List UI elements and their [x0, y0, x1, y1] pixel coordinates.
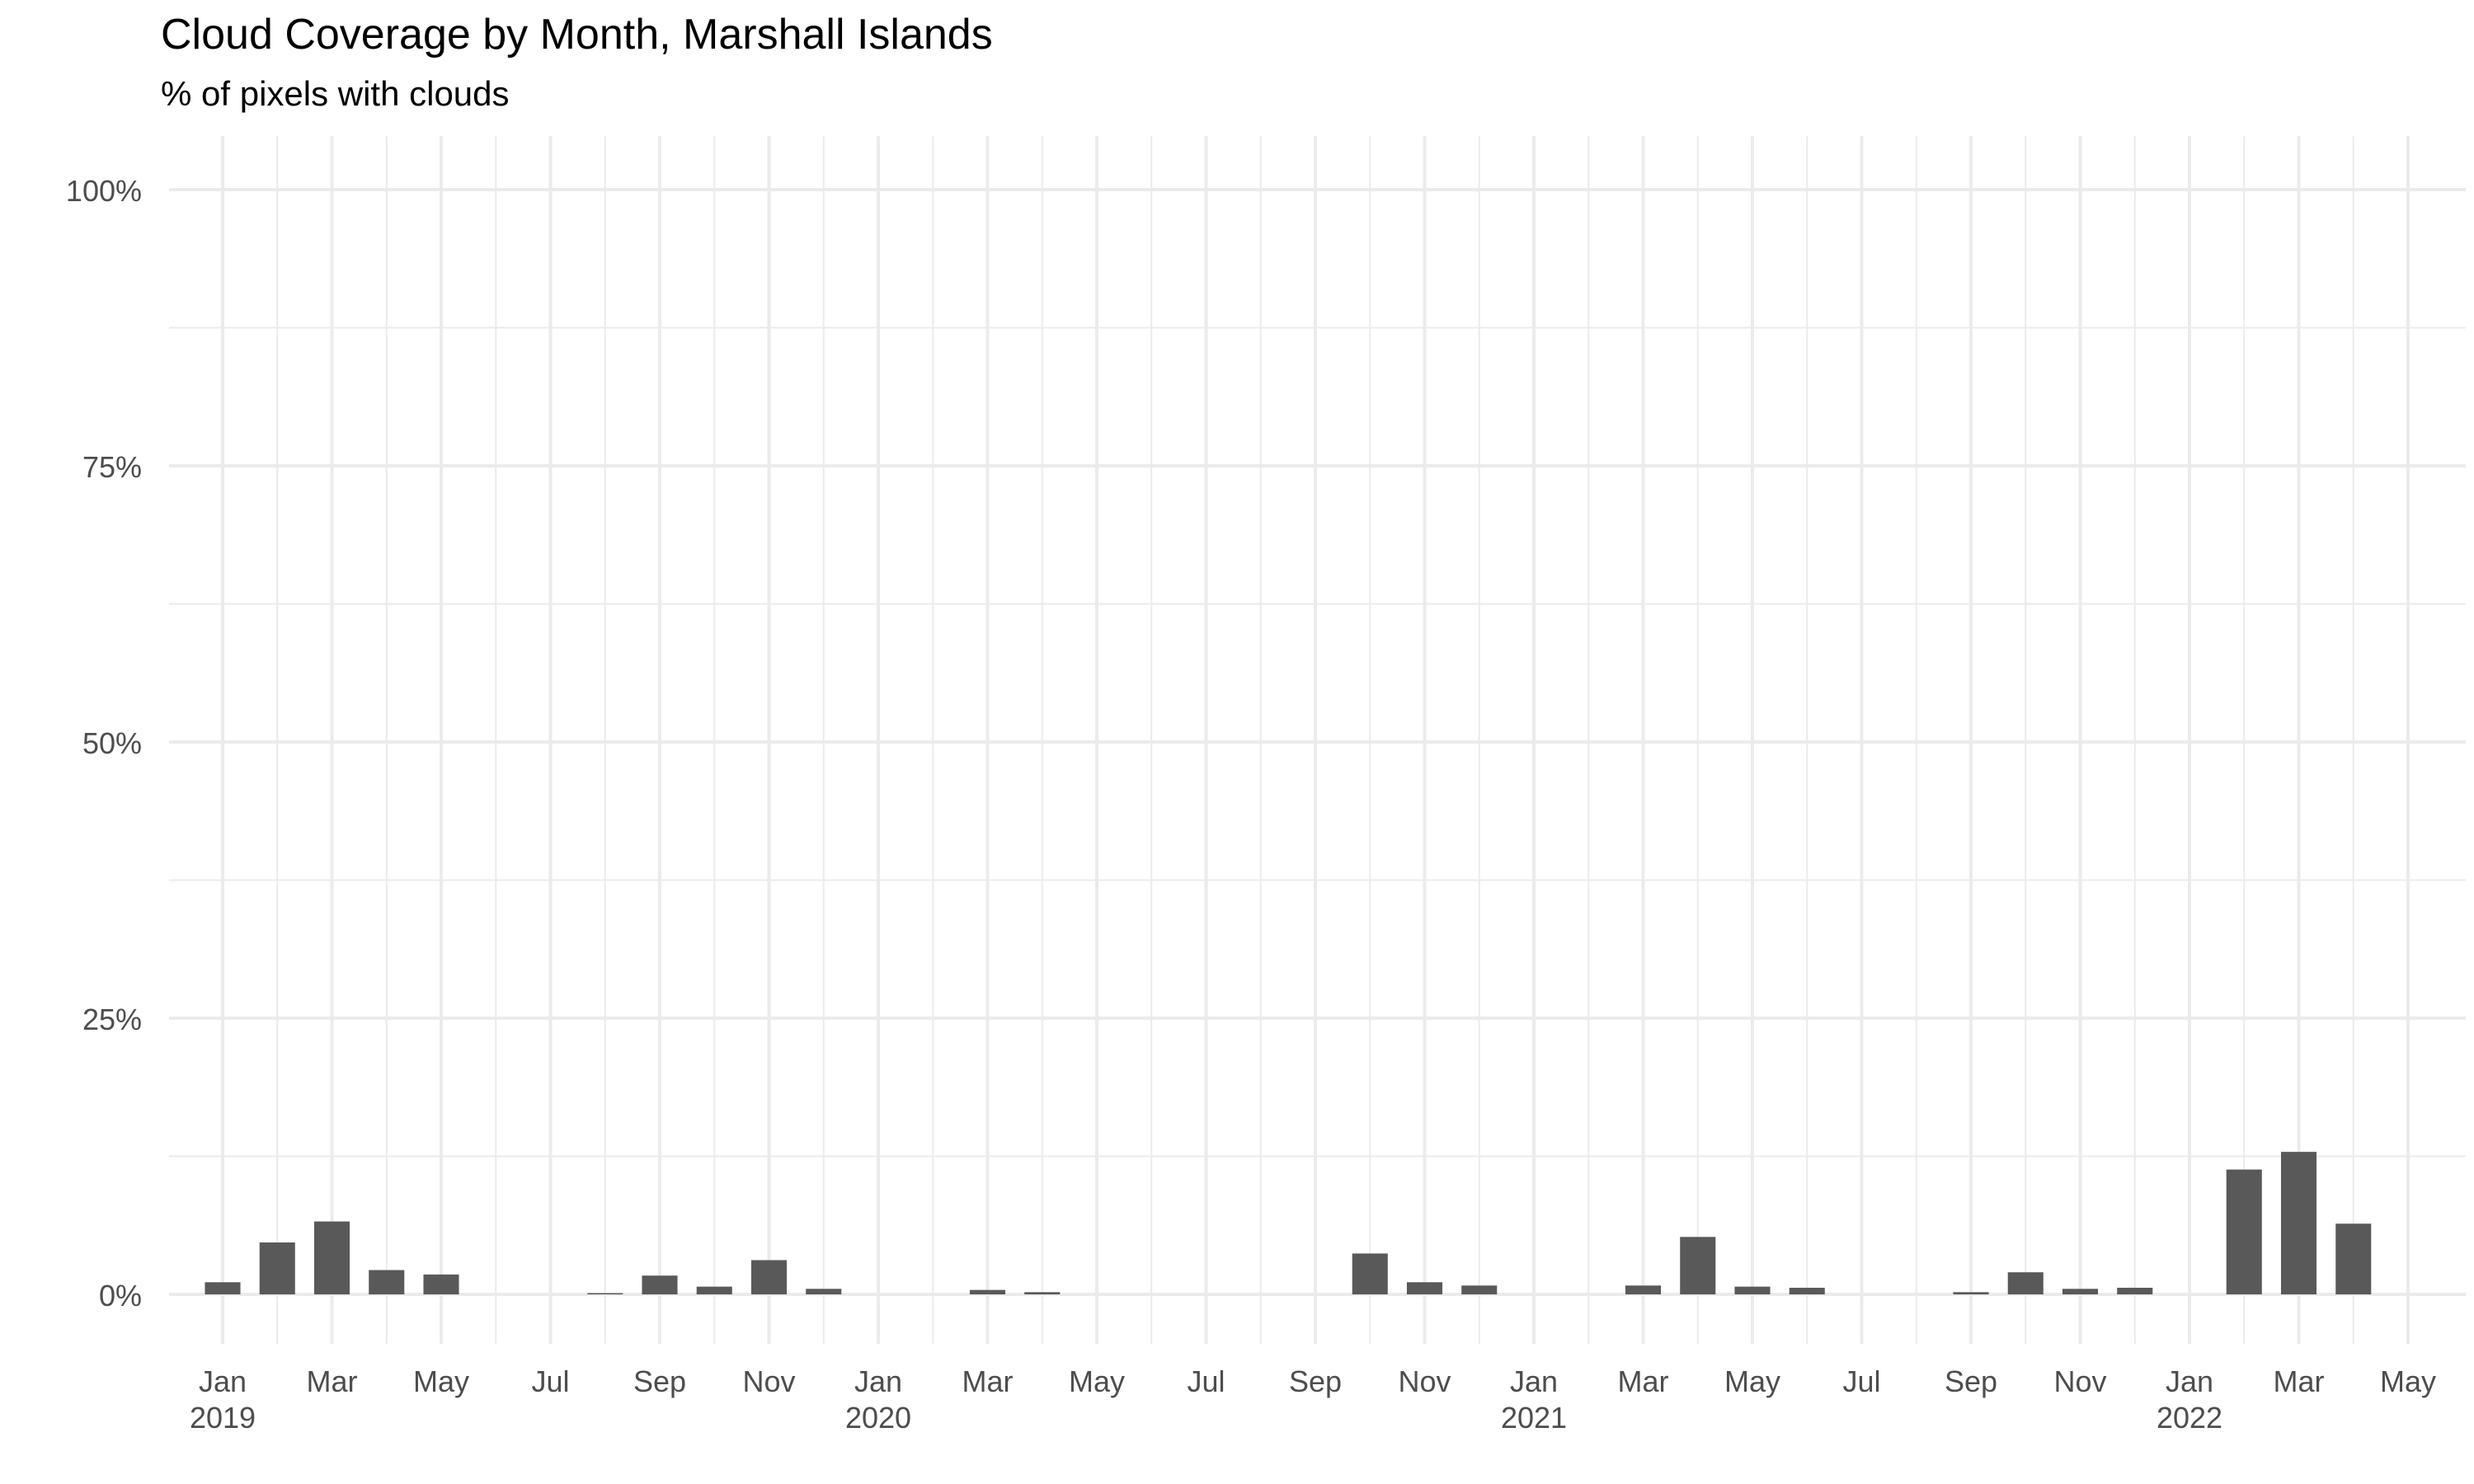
bar: [969, 1289, 1006, 1294]
y-tick-label: 100%: [66, 174, 142, 208]
bar: [642, 1275, 678, 1294]
y-tick-label: 75%: [82, 450, 142, 484]
bar: [1953, 1292, 1989, 1294]
x-tick-label: May: [2380, 1364, 2436, 1398]
x-tick-label: Jul: [531, 1364, 569, 1398]
x-tick-label: Sep: [1945, 1364, 1997, 1398]
bar: [259, 1242, 295, 1294]
x-year-label: 2022: [2157, 1401, 2222, 1435]
bar: [750, 1260, 788, 1294]
bar: [1625, 1285, 1662, 1294]
bar: [587, 1293, 623, 1294]
bar: [2062, 1289, 2099, 1294]
bars: [205, 1152, 2372, 1294]
x-tick-label: May: [1724, 1364, 1780, 1398]
bar: [1461, 1285, 1498, 1294]
x-year-label: 2019: [190, 1401, 256, 1435]
y-tick-label: 50%: [82, 726, 142, 760]
chart-title: Cloud Coverage by Month, Marshall Island…: [161, 11, 993, 59]
x-tick-label: Mar: [307, 1364, 358, 1398]
x-tick-label: Mar: [962, 1364, 1014, 1398]
x-tick-label: Jan: [199, 1364, 247, 1398]
bar: [1680, 1237, 1716, 1294]
bar: [2335, 1223, 2372, 1294]
bar: [2280, 1152, 2317, 1294]
minor-gridlines-x: [276, 136, 2354, 1344]
bar: [2117, 1287, 2153, 1294]
bar: [369, 1270, 405, 1294]
bar: [313, 1221, 350, 1294]
x-tick-label: Mar: [1618, 1364, 1669, 1398]
x-tick-label: Jan: [2166, 1364, 2213, 1398]
bar: [2226, 1169, 2262, 1294]
bar: [205, 1282, 241, 1294]
bar: [1406, 1282, 1443, 1294]
bar: [806, 1289, 842, 1294]
x-tick-label: May: [413, 1364, 469, 1398]
x-year-label: 2021: [1501, 1401, 1567, 1435]
major-gridlines-x: [221, 136, 2410, 1344]
x-tick-label: Sep: [1289, 1364, 1342, 1398]
y-tick-label: 0%: [99, 1279, 142, 1313]
x-tick-label: Nov: [1398, 1364, 1451, 1398]
y-tick-label: 25%: [82, 1003, 142, 1036]
chart-subtitle: % of pixels with clouds: [161, 74, 510, 113]
x-tick-label: May: [1069, 1364, 1125, 1398]
major-gridlines-y: [169, 188, 2466, 1296]
x-tick-label: Jan: [854, 1364, 902, 1398]
x-tick-label: Nov: [2053, 1364, 2106, 1398]
bar: [1734, 1286, 1771, 1294]
bar: [423, 1274, 459, 1294]
y-axis: 0% 25% 50% 75% 100%: [66, 174, 142, 1313]
x-tick-label: Mar: [2274, 1364, 2325, 1398]
x-tick-label: Nov: [742, 1364, 795, 1398]
bar: [696, 1286, 732, 1294]
bar: [1024, 1292, 1061, 1294]
bar: [2007, 1272, 2044, 1294]
x-tick-label: Jul: [1842, 1364, 1880, 1398]
x-tick-label: Jan: [1510, 1364, 1558, 1398]
bar: [1352, 1253, 1388, 1294]
x-year-label: 2020: [845, 1401, 911, 1435]
x-tick-label: Jul: [1187, 1364, 1225, 1398]
x-tick-label: Sep: [633, 1364, 686, 1398]
bar: [1789, 1287, 1825, 1294]
